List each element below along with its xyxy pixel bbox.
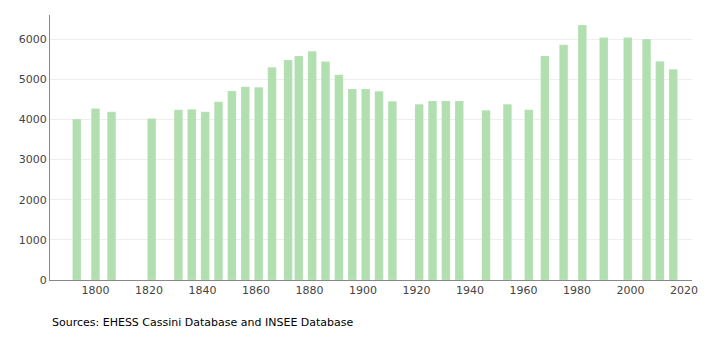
svg-text:2000: 2000 — [19, 194, 47, 207]
svg-text:Sources: EHESS Cassini Databas: Sources: EHESS Cassini Database and INSE… — [52, 316, 354, 329]
svg-text:6000: 6000 — [19, 33, 47, 46]
svg-text:1000: 1000 — [19, 234, 47, 247]
svg-text:1860: 1860 — [242, 284, 270, 297]
svg-text:0: 0 — [40, 274, 47, 287]
svg-text:5000: 5000 — [19, 73, 47, 86]
svg-text:1820: 1820 — [135, 284, 163, 297]
svg-text:2000: 2000 — [616, 284, 644, 297]
svg-text:1960: 1960 — [509, 284, 537, 297]
svg-text:1940: 1940 — [456, 284, 484, 297]
svg-text:2020: 2020 — [670, 284, 698, 297]
svg-text:1980: 1980 — [563, 284, 591, 297]
svg-text:1920: 1920 — [402, 284, 430, 297]
svg-text:1900: 1900 — [349, 284, 377, 297]
svg-text:4000: 4000 — [19, 113, 47, 126]
svg-text:1880: 1880 — [295, 284, 323, 297]
svg-text:3000: 3000 — [19, 153, 47, 166]
svg-text:1800: 1800 — [81, 284, 109, 297]
svg-text:1840: 1840 — [188, 284, 216, 297]
